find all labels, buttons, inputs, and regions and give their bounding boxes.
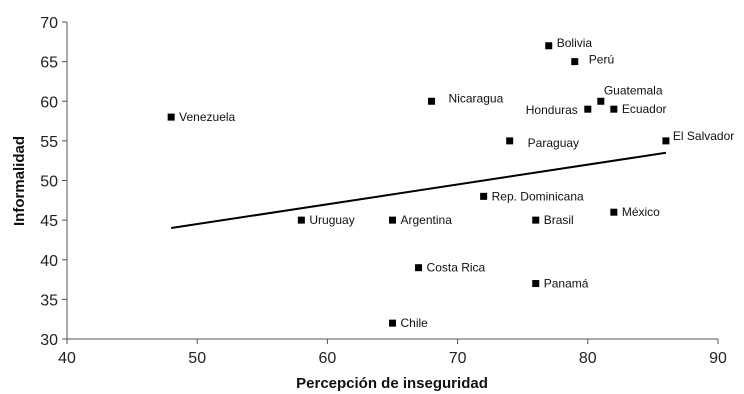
- x-axis-title: Percepción de inseguridad: [296, 375, 488, 392]
- data-point-label: Perú: [589, 53, 614, 67]
- data-point-marker: [428, 97, 436, 105]
- data-point-label: Rep. Dominicana: [492, 189, 584, 203]
- data-point-marker: [597, 97, 605, 105]
- data-point-label: Bolivia: [557, 36, 593, 50]
- data-point-marker: [532, 280, 540, 288]
- x-tick-label: 60: [319, 350, 337, 367]
- x-tick-label: 80: [579, 350, 597, 367]
- y-tick-label: 55: [40, 134, 58, 151]
- data-point-label: Honduras: [526, 103, 578, 117]
- y-tick-label: 30: [40, 332, 58, 349]
- y-tick-label: 60: [40, 94, 58, 111]
- y-tick-label: 35: [40, 292, 58, 309]
- data-point-marker: [610, 105, 618, 113]
- data-point-marker: [480, 192, 488, 200]
- x-axis-ticks: 40 50 60 70 80 90: [58, 339, 727, 367]
- data-point-label: Venezuela: [179, 110, 235, 124]
- trend-line: [171, 151, 667, 230]
- x-tick-label: 40: [58, 350, 76, 367]
- data-point-marker: [389, 216, 396, 224]
- x-tick-label: 70: [449, 350, 467, 367]
- x-tick-label: 90: [709, 350, 727, 367]
- y-tick-label: 70: [40, 15, 58, 32]
- x-tick-label: 50: [188, 350, 206, 367]
- data-point-marker: [532, 216, 540, 224]
- data-point-label: Argentina: [401, 213, 453, 227]
- data-point-marker: [506, 137, 514, 145]
- data-points: Bolivia Perú Guatemala Honduras Ecuador Nicar…: [167, 36, 734, 330]
- data-point-marker: [610, 208, 618, 216]
- data-point-label: Costa Rica: [427, 261, 486, 275]
- data-point-label: Nicaragua: [449, 91, 504, 105]
- data-point-marker: [584, 105, 592, 113]
- y-tick-label: 45: [40, 213, 58, 230]
- y-tick-label: 65: [40, 55, 58, 72]
- data-point-marker: [662, 137, 670, 145]
- y-tick-label: 50: [40, 174, 58, 191]
- data-point-marker: [389, 319, 396, 327]
- y-axis-title: Informalidad: [11, 136, 28, 226]
- data-point-label: El Salvador: [673, 129, 734, 143]
- data-point-label: Panamá: [544, 277, 589, 291]
- data-point-marker: [545, 42, 553, 50]
- data-point-label: Uruguay: [309, 213, 354, 227]
- data-point-marker: [297, 216, 305, 224]
- data-point-label: Guatemala: [604, 83, 663, 97]
- data-point-marker: [571, 58, 579, 66]
- data-point-marker: [167, 113, 175, 121]
- y-axis-ticks: 30 35 40 45 50 55 60 65 70: [40, 15, 67, 349]
- data-point-label: Brasil: [544, 213, 574, 227]
- data-point-label: Paraguay: [528, 136, 579, 150]
- data-point-label: México: [622, 205, 660, 219]
- y-tick-label: 40: [40, 253, 58, 270]
- data-point-marker: [415, 264, 423, 272]
- data-point-label: Chile: [401, 316, 429, 330]
- data-point-label: Ecuador: [622, 102, 667, 116]
